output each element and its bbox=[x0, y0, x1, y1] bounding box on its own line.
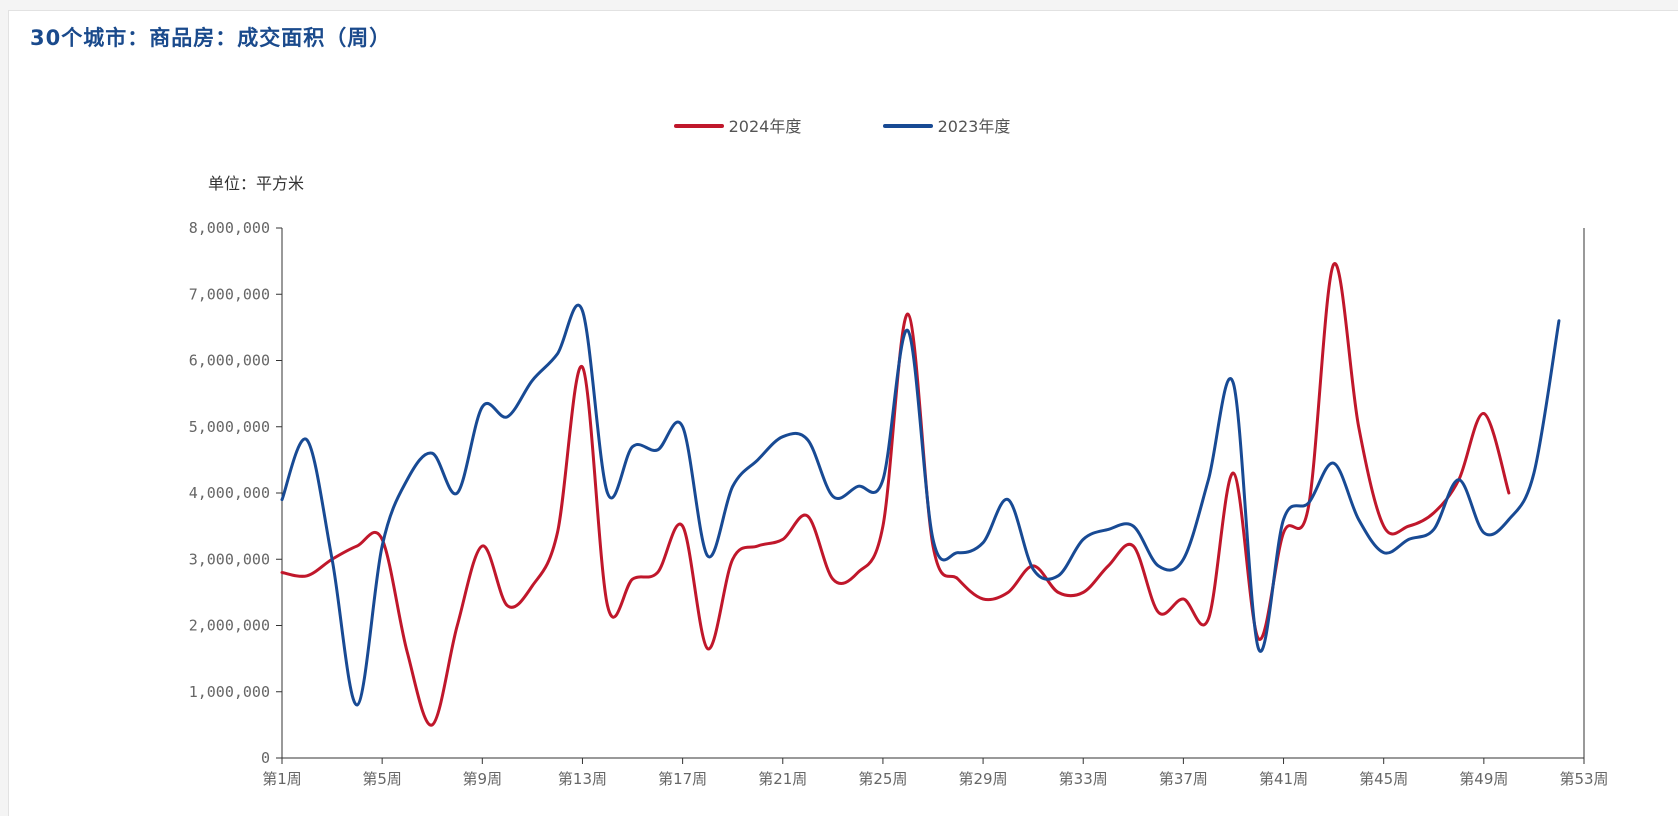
x-tick-label: 第41周 bbox=[1259, 770, 1308, 788]
x-tick-label: 第37周 bbox=[1159, 770, 1208, 788]
y-tick-label: 5,000,000 bbox=[189, 418, 270, 436]
legend-label: 2024年度 bbox=[729, 117, 802, 136]
chart-panel bbox=[8, 10, 1678, 816]
x-tick-label: 第21周 bbox=[758, 770, 807, 788]
y-tick-label: 1,000,000 bbox=[189, 683, 270, 701]
y-tick-label: 4,000,000 bbox=[189, 484, 270, 502]
x-tick-label: 第17周 bbox=[658, 770, 707, 788]
y-tick-label: 6,000,000 bbox=[189, 352, 270, 370]
x-tick-label: 第29周 bbox=[959, 770, 1008, 788]
x-tick-label: 第1周 bbox=[262, 770, 302, 788]
series-line-2024年度 bbox=[280, 262, 1511, 727]
y-tick-label: 3,000,000 bbox=[189, 550, 270, 568]
x-tick-label: 第49周 bbox=[1459, 770, 1508, 788]
x-tick-label: 第13周 bbox=[558, 770, 607, 788]
x-tick-label: 第53周 bbox=[1559, 770, 1608, 788]
x-tick-label: 第5周 bbox=[362, 770, 402, 788]
legend-label: 2023年度 bbox=[938, 117, 1011, 136]
y-tick-label: 7,000,000 bbox=[189, 285, 270, 303]
x-tick-label: 第45周 bbox=[1359, 770, 1408, 788]
legend: 2024年度 2023年度 bbox=[674, 117, 1011, 136]
y-tick-label: 0 bbox=[261, 749, 270, 767]
chart-title: 30个城市：商品房：成交面积（周） bbox=[30, 26, 392, 50]
y-tick-label: 8,000,000 bbox=[189, 219, 270, 237]
series-layer bbox=[280, 262, 1561, 727]
y-tick-label: 2,000,000 bbox=[189, 617, 270, 635]
unit-label: 单位：平方米 bbox=[208, 174, 304, 193]
x-tick-label: 第25周 bbox=[858, 770, 907, 788]
axes: 0 1,000,000 2,000,000 3,000,000 4,000,000 5,0… bbox=[189, 219, 1609, 788]
x-tick-label: 第33周 bbox=[1059, 770, 1108, 788]
series-line-2023年度 bbox=[280, 303, 1561, 707]
x-tick-label: 第9周 bbox=[463, 770, 503, 788]
